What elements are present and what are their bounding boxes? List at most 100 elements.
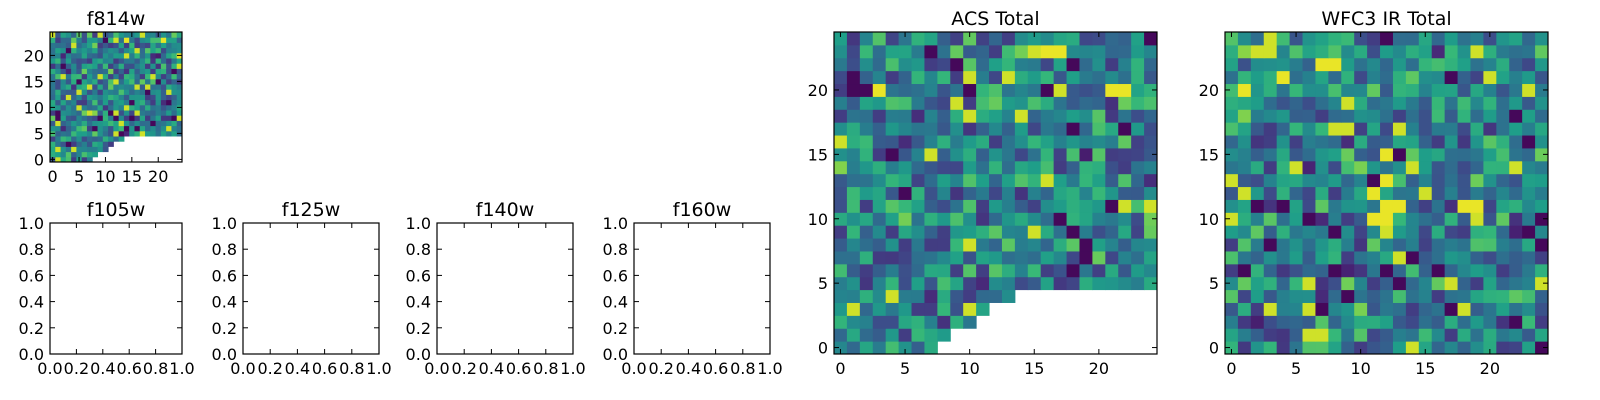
heatmap-cell [950, 302, 964, 316]
heatmap-cell [92, 78, 99, 85]
heatmap-cell [1237, 225, 1252, 239]
heatmap-cell [97, 78, 104, 85]
heatmap-cell [1131, 173, 1145, 188]
heatmap-cell [1118, 160, 1132, 175]
heatmap-cell [134, 47, 141, 54]
heatmap-cell [1225, 70, 1239, 85]
heatmap-cell [155, 130, 162, 137]
heatmap-cell [885, 186, 900, 200]
heatmap-cell [65, 32, 72, 38]
heatmap-cell [1341, 32, 1355, 46]
heatmap-cell [1225, 328, 1239, 342]
heatmap-cell [1457, 199, 1471, 213]
heatmap-cell [55, 146, 62, 153]
heatmap-cell [937, 302, 951, 316]
heatmap-cell [1237, 173, 1252, 188]
heatmap-cell [846, 83, 861, 97]
heatmap-cell [1131, 83, 1145, 97]
heatmap-cell [123, 73, 130, 80]
heatmap-cell [937, 122, 951, 136]
heatmap-cell [1509, 109, 1523, 123]
heatmap-cell [885, 212, 900, 226]
heatmap-cell [1380, 289, 1394, 303]
heatmap-cell [1237, 250, 1252, 265]
heatmap-cell [139, 78, 146, 85]
heatmap-cell [160, 32, 167, 38]
heatmap-cell [1341, 147, 1355, 162]
heatmap-cell [102, 94, 109, 101]
heatmap-cell [834, 302, 848, 316]
heatmap-cell [92, 115, 99, 121]
heatmap-cell [1001, 225, 1016, 239]
heatmap-cell [1302, 328, 1316, 342]
heatmap-cell [65, 78, 72, 85]
heatmap-cell [1457, 160, 1471, 175]
heatmap-cell [92, 73, 99, 80]
heatmap-cell [834, 250, 848, 265]
heatmap-cell [1418, 289, 1433, 303]
heatmap-cell [911, 341, 925, 355]
heatmap-cell [139, 42, 146, 49]
heatmap-cell [872, 44, 887, 59]
heatmap-cell [989, 96, 1003, 110]
heatmap-cell [76, 110, 83, 116]
heatmap-cell [1470, 122, 1484, 136]
heatmap-cell [1496, 32, 1510, 46]
heatmap-cell [846, 122, 861, 136]
heatmap-cell [50, 89, 56, 95]
heatmap-cell [898, 83, 913, 97]
heatmap-cell [97, 120, 104, 127]
heatmap-cell [102, 110, 109, 116]
heatmap-cell [898, 302, 913, 316]
heatmap-cell [1405, 263, 1420, 278]
heatmap-cell [1405, 160, 1420, 175]
heatmap-cell [1483, 135, 1497, 149]
heatmap-cell [71, 37, 77, 43]
heatmap-cell [1289, 160, 1304, 175]
heatmap-cell [55, 141, 62, 147]
heatmap-cell [911, 57, 925, 72]
heatmap-cell [166, 78, 172, 85]
heatmap-cell [1354, 135, 1368, 149]
heatmap-cell [102, 104, 109, 111]
heatmap-cell [1225, 160, 1239, 175]
heatmap-cell [976, 289, 990, 303]
heatmap-cell [1328, 263, 1342, 278]
heatmap-cell [1522, 83, 1536, 97]
heatmap-cell [1092, 186, 1106, 200]
heatmap-cell [1328, 96, 1342, 110]
heatmap-cell [1105, 57, 1119, 72]
heatmap-cell [1131, 70, 1145, 85]
heatmap-cell [1027, 83, 1042, 97]
heatmap-cell [155, 73, 162, 80]
heatmap-cell [1444, 263, 1459, 278]
heatmap-cell [1509, 122, 1523, 136]
heatmap-cell [1237, 70, 1252, 85]
heatmap-cell [1066, 263, 1080, 278]
heatmap-cell [55, 78, 62, 85]
heatmap-cell [937, 315, 951, 329]
heatmap-cell [834, 199, 848, 213]
heatmap-cell [1496, 109, 1510, 123]
y-tick-label: 1.0 [406, 214, 431, 233]
heatmap-cell [1496, 70, 1510, 85]
heatmap-cell [872, 225, 887, 239]
heatmap-cell [1380, 122, 1394, 136]
heatmap-cell [1341, 186, 1355, 200]
heatmap-cell [1535, 160, 1549, 175]
heatmap-cell [1263, 250, 1278, 265]
heatmap-cell [1367, 147, 1381, 162]
heatmap-cell [1092, 160, 1106, 175]
heatmap-cell [1276, 315, 1291, 329]
heatmap-cell [1250, 263, 1265, 278]
heatmap-cell [139, 115, 146, 121]
heatmap-cell [1001, 250, 1016, 265]
heatmap-cell [1341, 57, 1355, 72]
heatmap-cell [171, 58, 178, 64]
heatmap-cell [1367, 199, 1381, 213]
heatmap-cell [139, 125, 146, 132]
heatmap-cell [1118, 276, 1132, 291]
heatmap-cell [1276, 250, 1291, 265]
heatmap-cell [1367, 57, 1381, 72]
heatmap-cell [1263, 122, 1278, 136]
